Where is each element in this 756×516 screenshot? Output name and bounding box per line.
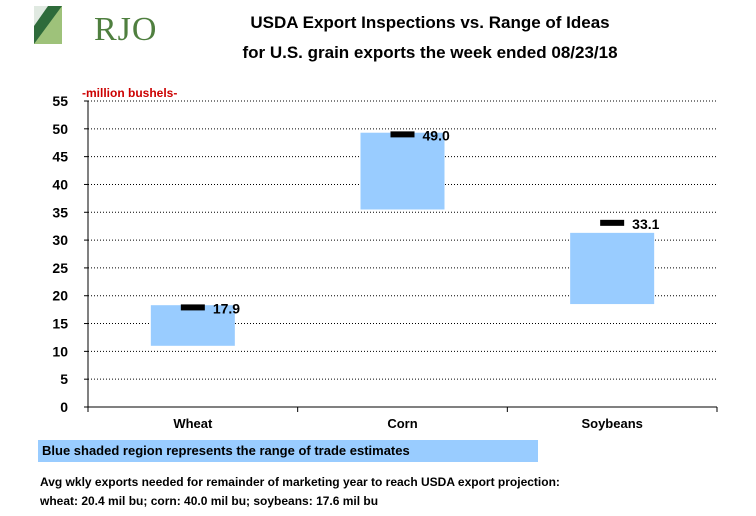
range-bar-soybeans — [570, 232, 655, 305]
range-bar-corn — [360, 132, 445, 210]
y-tick-label: 5 — [60, 371, 68, 387]
rjo-logo: RJO — [28, 4, 156, 48]
y-tick-label: 55 — [52, 93, 68, 109]
range-bars — [150, 132, 655, 346]
note-line1: Avg wkly exports needed for remainder of… — [40, 475, 560, 489]
y-tick-label: 0 — [60, 399, 68, 415]
data-labels: 17.9 49.0 33.1 — [213, 127, 660, 316]
y-axis-ticks: 0 5 10 15 20 25 30 35 40 45 50 55 — [52, 93, 88, 415]
rjo-logo-mark-icon — [34, 6, 62, 44]
y-tick-label: 30 — [52, 232, 68, 248]
data-label-wheat: 17.9 — [213, 300, 240, 316]
category-labels: Wheat Corn Soybeans — [173, 416, 643, 431]
actual-marker-wheat — [180, 304, 205, 311]
y-tick-label: 25 — [52, 260, 68, 276]
y-tick-label: 45 — [52, 149, 68, 165]
actual-marker-corn — [390, 131, 415, 138]
actual-marker-soybeans — [600, 219, 625, 226]
data-label-soybeans: 33.1 — [632, 216, 659, 232]
y-tick-label: 35 — [52, 204, 68, 220]
category-label-wheat: Wheat — [173, 416, 213, 431]
legend-range-note: Blue shaded region represents the range … — [38, 440, 538, 462]
axes — [87, 101, 718, 412]
range-bar-wheat — [150, 305, 235, 346]
category-label-corn: Corn — [387, 416, 417, 431]
note-line2: wheat: 20.4 mil bu; corn: 40.0 mil bu; s… — [40, 494, 379, 508]
y-tick-label: 20 — [52, 288, 68, 304]
unit-label: -million bushels- — [82, 86, 178, 100]
y-tick-label: 50 — [52, 121, 68, 137]
actual-markers — [180, 131, 625, 311]
y-tick-label: 40 — [52, 176, 68, 192]
category-label-soybeans: Soybeans — [581, 416, 642, 431]
chart-title-line2: for U.S. grain exports the week ended 08… — [242, 43, 618, 62]
y-tick-label: 15 — [52, 316, 68, 332]
y-tick-label: 10 — [52, 343, 68, 359]
logo-text: RJO — [94, 11, 158, 48]
range-chart: 0 5 10 15 20 25 30 35 40 45 50 55 17.9 49.0 33.1 Whea… — [52, 93, 718, 431]
data-label-corn: 49.0 — [423, 127, 450, 143]
chart-title-line1: USDA Export Inspections vs. Range of Ide… — [250, 13, 610, 32]
